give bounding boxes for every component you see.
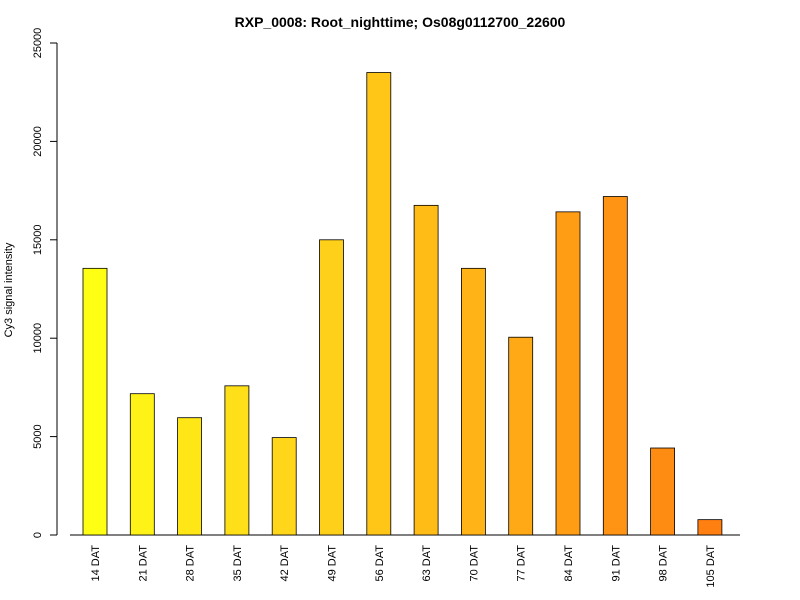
x-tick-label: 35 DAT bbox=[232, 545, 244, 582]
bar bbox=[271, 437, 297, 536]
bar bbox=[508, 336, 534, 536]
bar bbox=[177, 417, 203, 536]
x-tick-label: 63 DAT bbox=[421, 545, 433, 582]
x-tick-label: 42 DAT bbox=[279, 545, 291, 582]
x-tick-label: 56 DAT bbox=[374, 545, 386, 582]
y-tick-label: 5000 bbox=[32, 424, 44, 448]
y-tick-label: 15000 bbox=[32, 225, 44, 256]
x-tick-label: 91 DAT bbox=[610, 545, 622, 582]
x-tick-label: 21 DAT bbox=[137, 545, 149, 582]
x-tick-label: 49 DAT bbox=[327, 545, 339, 582]
bar bbox=[555, 211, 581, 536]
bar bbox=[602, 196, 628, 536]
x-tick-label: 105 DAT bbox=[705, 545, 717, 588]
x-tick-label: 77 DAT bbox=[516, 545, 528, 582]
bar bbox=[82, 267, 108, 536]
bar bbox=[366, 72, 392, 536]
y-axis-ticks: 0 5000 10000 15000 20000 25000 bbox=[32, 28, 57, 538]
x-axis-tick-labels: 14 DAT 21 DAT 28 DAT 35 DAT 42 DAT 49 DAT 56 D… bbox=[90, 545, 717, 588]
bar bbox=[413, 204, 439, 536]
x-tick-label: 28 DAT bbox=[185, 545, 197, 582]
bar bbox=[129, 393, 155, 536]
bar bbox=[650, 447, 675, 536]
y-tick-label: 0 bbox=[32, 532, 44, 538]
bar bbox=[460, 267, 486, 536]
x-tick-label: 84 DAT bbox=[563, 545, 575, 582]
bars-group bbox=[82, 72, 723, 536]
bar bbox=[697, 519, 723, 536]
y-axis-label: Cy3 signal intensity bbox=[3, 242, 15, 337]
bar bbox=[224, 385, 250, 536]
x-tick-label: 70 DAT bbox=[468, 545, 480, 582]
chart-title: RXP_0008: Root_nighttime; Os08g0112700_2… bbox=[235, 14, 566, 30]
y-tick-label: 20000 bbox=[32, 126, 44, 157]
x-tick-label: 98 DAT bbox=[658, 545, 670, 582]
bar bbox=[319, 239, 344, 536]
y-tick-label: 25000 bbox=[32, 28, 44, 59]
y-tick-label: 10000 bbox=[32, 323, 44, 354]
x-tick-label: 14 DAT bbox=[90, 545, 102, 582]
